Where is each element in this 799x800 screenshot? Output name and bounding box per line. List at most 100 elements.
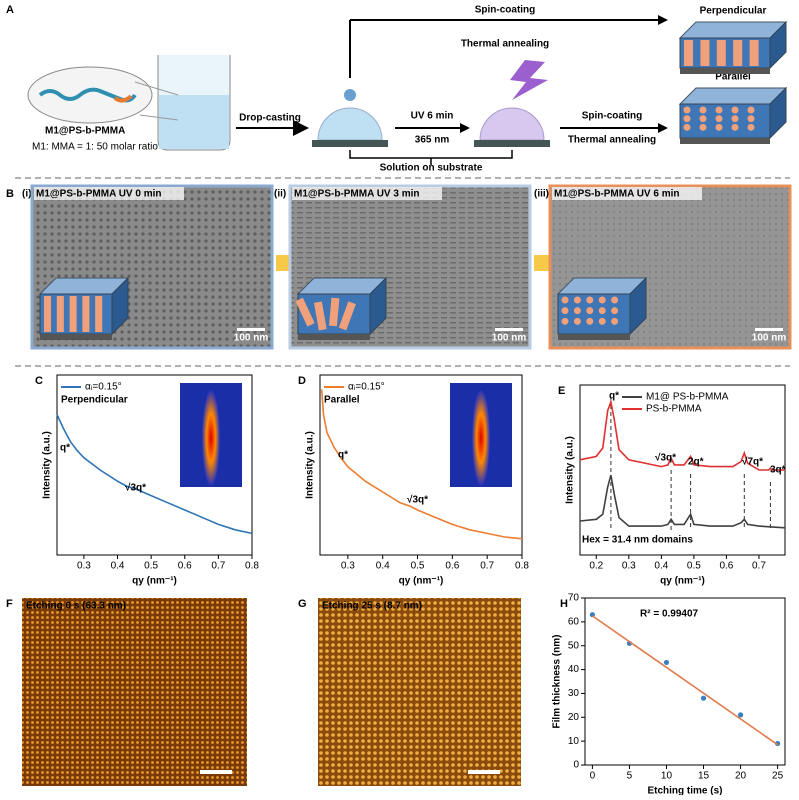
x-tick-label: 0.6 xyxy=(445,561,459,572)
cylinder xyxy=(611,307,619,315)
annotation: q* xyxy=(60,443,70,454)
scattering-streak xyxy=(202,390,220,486)
cylinder xyxy=(295,297,315,327)
x-tick-label: 0.3 xyxy=(622,561,636,572)
cylinder xyxy=(700,40,710,66)
x-tick-label: 10 xyxy=(661,771,673,782)
x-axis-label: qy (nm⁻¹) xyxy=(660,576,705,587)
arrowhead xyxy=(460,123,470,133)
substrate xyxy=(40,334,112,340)
y-tick-label: 60 xyxy=(568,616,580,627)
scattering-streak xyxy=(472,390,490,486)
x-tick-label: 0.3 xyxy=(341,561,355,572)
cube-top xyxy=(678,21,788,39)
cube-side xyxy=(629,276,647,336)
x-tick-label: 0 xyxy=(590,771,596,782)
cylinder xyxy=(338,301,356,331)
y-tick-label: 30 xyxy=(568,688,580,699)
arrowhead xyxy=(658,15,668,25)
cylinder xyxy=(683,123,691,131)
cylinder xyxy=(611,317,619,325)
cylinder xyxy=(684,40,694,66)
substrate xyxy=(312,140,388,147)
x-axis-label: Etching time (s) xyxy=(647,786,722,795)
y-tick-label: 20 xyxy=(568,712,580,723)
x-tick-label: 0.8 xyxy=(515,561,529,572)
y-tick-label: 0 xyxy=(573,760,579,771)
x-tick-label: 0.3 xyxy=(77,561,91,572)
x-tick-label: 0.5 xyxy=(144,561,158,572)
x-tick-label: 0.7 xyxy=(752,561,766,572)
cylinder xyxy=(699,123,707,131)
cylinder xyxy=(715,123,723,131)
y-tick-label: 50 xyxy=(568,640,580,651)
data-point xyxy=(737,712,744,718)
afm-image xyxy=(318,598,521,786)
image-index: (ii) xyxy=(274,189,286,200)
image-title: M1@PS-b-PMMA UV 6 min xyxy=(554,189,680,200)
cylinder xyxy=(598,307,606,315)
scale-label: 100 nm xyxy=(752,333,787,344)
cylinder xyxy=(683,106,691,114)
panel-label: A xyxy=(6,4,14,16)
substrate xyxy=(558,334,630,340)
scale-label: 100 nm xyxy=(492,333,527,344)
y-tick-label: 70 xyxy=(568,593,580,604)
cylinder xyxy=(731,123,739,131)
panel-label: C xyxy=(35,375,43,387)
substrate xyxy=(680,138,770,144)
cylinder xyxy=(561,307,569,315)
x-tick-label: 15 xyxy=(698,771,710,782)
y-axis-label: Intensity (a.u.) xyxy=(42,431,53,499)
annotation: R² = 0.99407 xyxy=(640,609,699,620)
substrate xyxy=(680,68,770,74)
plot-frame xyxy=(56,374,253,556)
cylinder xyxy=(716,40,726,66)
x-tick-label: 0.4 xyxy=(111,561,125,572)
annotation: q* xyxy=(609,391,619,402)
x-tick-label: 25 xyxy=(772,771,784,782)
panel-f: F Etching 0 s (63.3 nm) xyxy=(6,598,247,786)
panel-b: (i) M1@PS-b-PMMA UV 0 min 100 nm (ii) M1@PS-… xyxy=(22,184,792,350)
image-index: (iii) xyxy=(534,189,549,200)
cylinder xyxy=(699,115,707,123)
cylinder xyxy=(44,296,52,332)
y-axis-label: Intensity (a.u.) xyxy=(565,436,576,504)
drop xyxy=(344,89,356,101)
panel-g: G Etching 25 s (8.7 nm) xyxy=(298,598,521,786)
x-tick-label: 0.5 xyxy=(411,561,425,572)
cylinder xyxy=(586,307,594,315)
legend-label: M1@ PS-b-PMMA xyxy=(646,392,729,403)
scale-bar xyxy=(755,328,783,331)
chain xyxy=(113,94,133,103)
annotation: q* xyxy=(338,450,348,461)
cylinder xyxy=(715,106,723,114)
substrate-label: Solution on substrate xyxy=(380,163,483,174)
cube-front xyxy=(557,293,631,335)
cylinder xyxy=(747,106,755,114)
y-tick-label: 40 xyxy=(568,664,580,675)
cylinder xyxy=(328,297,340,327)
data-line xyxy=(591,615,779,746)
cylinder xyxy=(747,115,755,123)
title-bg xyxy=(34,187,184,200)
droplet xyxy=(479,107,545,141)
chart-subtitle: Perpendicular xyxy=(61,395,128,406)
annotation: Hex = 31.4 nm domains xyxy=(582,535,693,546)
morphology-label: Parallel xyxy=(715,72,751,83)
scale-bar xyxy=(468,770,500,774)
annotation: 3q* xyxy=(770,465,786,476)
plot-frame xyxy=(584,597,786,766)
y-axis-label: Film thickness (nm) xyxy=(552,635,563,729)
x-tick-label: 0.2 xyxy=(589,561,603,572)
annotation: 2q* xyxy=(688,457,704,468)
image-index: (i) xyxy=(22,189,31,200)
ratio-label: M1: MMA = 1: 50 molar ratio xyxy=(32,142,158,153)
cylinder xyxy=(573,296,581,304)
cylinder xyxy=(731,115,739,123)
x-tick-label: 0.5 xyxy=(687,561,701,572)
panel-label: B xyxy=(6,188,14,200)
x-tick-label: 0.7 xyxy=(211,561,225,572)
cylinder xyxy=(82,296,90,332)
